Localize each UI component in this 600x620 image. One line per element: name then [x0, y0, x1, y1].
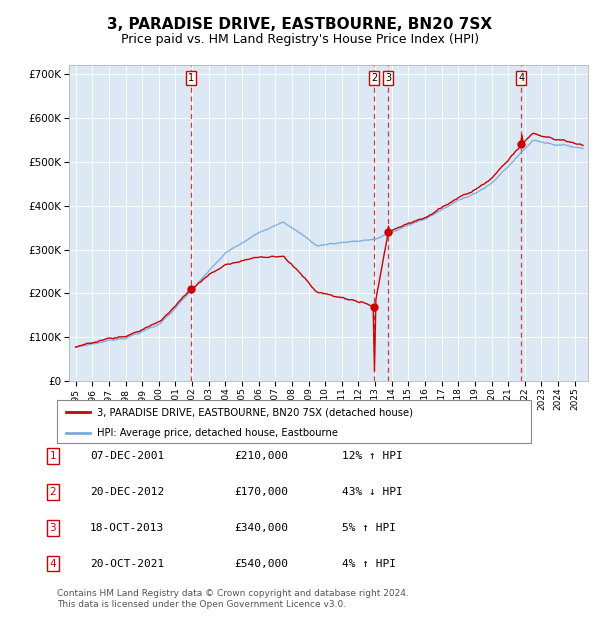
Text: 3: 3: [385, 73, 391, 82]
Text: 07-DEC-2001: 07-DEC-2001: [90, 451, 164, 461]
FancyBboxPatch shape: [57, 400, 531, 443]
Text: 2: 2: [49, 487, 56, 497]
Text: 4: 4: [518, 73, 524, 82]
Text: Price paid vs. HM Land Registry's House Price Index (HPI): Price paid vs. HM Land Registry's House …: [121, 33, 479, 46]
Text: £210,000: £210,000: [234, 451, 288, 461]
Text: 3: 3: [49, 523, 56, 533]
Text: 3, PARADISE DRIVE, EASTBOURNE, BN20 7SX: 3, PARADISE DRIVE, EASTBOURNE, BN20 7SX: [107, 17, 493, 32]
Text: 18-OCT-2013: 18-OCT-2013: [90, 523, 164, 533]
Text: 12% ↑ HPI: 12% ↑ HPI: [342, 451, 403, 461]
Text: 3, PARADISE DRIVE, EASTBOURNE, BN20 7SX (detached house): 3, PARADISE DRIVE, EASTBOURNE, BN20 7SX …: [97, 407, 413, 417]
Text: Contains HM Land Registry data © Crown copyright and database right 2024.
This d: Contains HM Land Registry data © Crown c…: [57, 590, 409, 609]
Text: 20-DEC-2012: 20-DEC-2012: [90, 487, 164, 497]
Text: £340,000: £340,000: [234, 523, 288, 533]
Text: 2: 2: [371, 73, 377, 82]
Text: 43% ↓ HPI: 43% ↓ HPI: [342, 487, 403, 497]
Text: 5% ↑ HPI: 5% ↑ HPI: [342, 523, 396, 533]
Text: £170,000: £170,000: [234, 487, 288, 497]
Text: 4% ↑ HPI: 4% ↑ HPI: [342, 559, 396, 569]
Text: 1: 1: [188, 73, 194, 82]
Text: 4: 4: [49, 559, 56, 569]
Text: HPI: Average price, detached house, Eastbourne: HPI: Average price, detached house, East…: [97, 428, 338, 438]
Text: £540,000: £540,000: [234, 559, 288, 569]
Text: 1: 1: [49, 451, 56, 461]
Text: 20-OCT-2021: 20-OCT-2021: [90, 559, 164, 569]
